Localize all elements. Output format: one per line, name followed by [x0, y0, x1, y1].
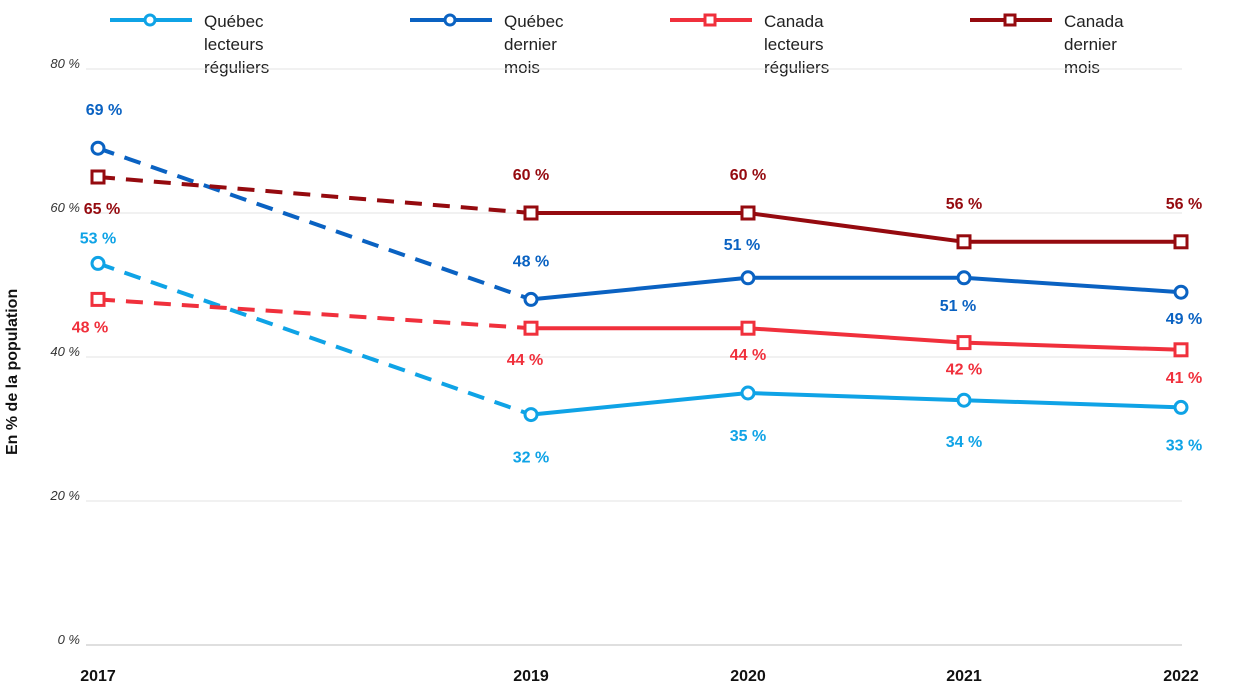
data-point-canada-dernier-mois [90, 169, 106, 185]
data-point-quebec-dernier-mois [740, 270, 756, 286]
legend-swatch-quebec-lecteurs [110, 13, 192, 27]
data-point-canada-lecteurs [740, 320, 756, 336]
y-tick-label: 80 % [50, 56, 80, 71]
data-label-canada-dernier-mois: 56 % [946, 196, 982, 213]
x-tick-label: 2019 [513, 668, 549, 685]
legend-swatch-quebec-dernier-mois [410, 13, 492, 27]
data-point-quebec-lecteurs [523, 407, 539, 423]
data-point-canada-lecteurs [523, 320, 539, 336]
series-line-dashed-quebec-dernier-mois [97, 146, 532, 302]
series-line-canada-lecteurs [531, 326, 1182, 352]
data-label-quebec-lecteurs: 32 % [513, 450, 549, 467]
series-line-dashed-canada-dernier-mois [97, 175, 532, 215]
data-label-canada-lecteurs: 44 % [507, 352, 543, 369]
series-line-quebec-lecteurs [530, 391, 1182, 417]
data-label-quebec-dernier-mois: 51 % [724, 237, 760, 254]
data-point-quebec-lecteurs [740, 385, 756, 401]
data-point-canada-lecteurs [1173, 342, 1189, 358]
data-point-quebec-dernier-mois [523, 291, 539, 307]
x-tick-label: 2022 [1163, 668, 1199, 685]
legend-label-quebec-lecteurs: Québec lecteurs réguliers [204, 12, 270, 77]
data-point-canada-dernier-mois [523, 205, 539, 221]
data-point-quebec-dernier-mois [1173, 284, 1189, 300]
data-point-canada-lecteurs [90, 291, 106, 307]
data-point-canada-dernier-mois [1173, 234, 1189, 250]
y-tick-label: 20 % [49, 488, 80, 503]
data-label-quebec-lecteurs: 34 % [946, 434, 982, 451]
y-tick-label: 60 % [50, 200, 80, 215]
data-label-quebec-lecteurs: 33 % [1166, 437, 1202, 454]
x-tick-label: 2021 [946, 668, 982, 685]
data-label-quebec-dernier-mois: 49 % [1166, 311, 1202, 328]
data-label-canada-dernier-mois: 60 % [730, 167, 766, 184]
y-tick-label: 40 % [50, 344, 80, 359]
data-point-quebec-lecteurs [1173, 399, 1189, 415]
legend-label-quebec-dernier-mois: Québec dernier mois [504, 12, 564, 77]
data-label-canada-dernier-mois: 56 % [1166, 196, 1202, 213]
data-label-quebec-lecteurs: 35 % [730, 428, 766, 445]
data-label-canada-lecteurs: 44 % [730, 347, 766, 364]
legend-swatch-canada-lecteurs [670, 13, 752, 27]
data-point-quebec-dernier-mois [956, 270, 972, 286]
data-label-canada-dernier-mois: 60 % [513, 167, 549, 184]
series-line-dashed-canada-lecteurs [97, 297, 532, 331]
y-tick-label: 0 % [58, 632, 80, 647]
series-line-quebec-dernier-mois [530, 275, 1182, 302]
legend: Québec lecteurs réguliers Québec dernier… [0, 8, 1234, 77]
data-point-quebec-dernier-mois [90, 140, 106, 156]
x-tick-label: 2017 [80, 668, 116, 685]
legend-swatch-canada-dernier-mois [970, 13, 1052, 27]
data-label-canada-lecteurs: 48 % [72, 319, 108, 336]
legend-label-canada-dernier-mois: Canada dernier mois [1064, 12, 1124, 77]
data-label-quebec-lecteurs: 53 % [80, 230, 116, 247]
data-label-quebec-dernier-mois: 69 % [86, 102, 122, 119]
data-label-canada-lecteurs: 42 % [946, 362, 982, 379]
data-point-canada-dernier-mois [740, 205, 756, 221]
data-label-canada-lecteurs: 41 % [1166, 370, 1202, 387]
data-label-canada-dernier-mois: 65 % [84, 201, 120, 218]
data-point-canada-lecteurs [956, 335, 972, 351]
data-point-quebec-lecteurs [90, 255, 106, 271]
legend-label-canada-lecteurs: Canada lecteurs réguliers [764, 12, 830, 77]
series-line-canada-dernier-mois [531, 211, 1181, 244]
data-point-canada-dernier-mois [956, 234, 972, 250]
data-label-quebec-dernier-mois: 51 % [940, 298, 976, 315]
x-tick-label: 2020 [730, 668, 766, 685]
data-point-quebec-lecteurs [956, 392, 972, 408]
series-line-dashed-quebec-lecteurs [97, 261, 532, 417]
data-label-quebec-dernier-mois: 48 % [513, 253, 549, 270]
